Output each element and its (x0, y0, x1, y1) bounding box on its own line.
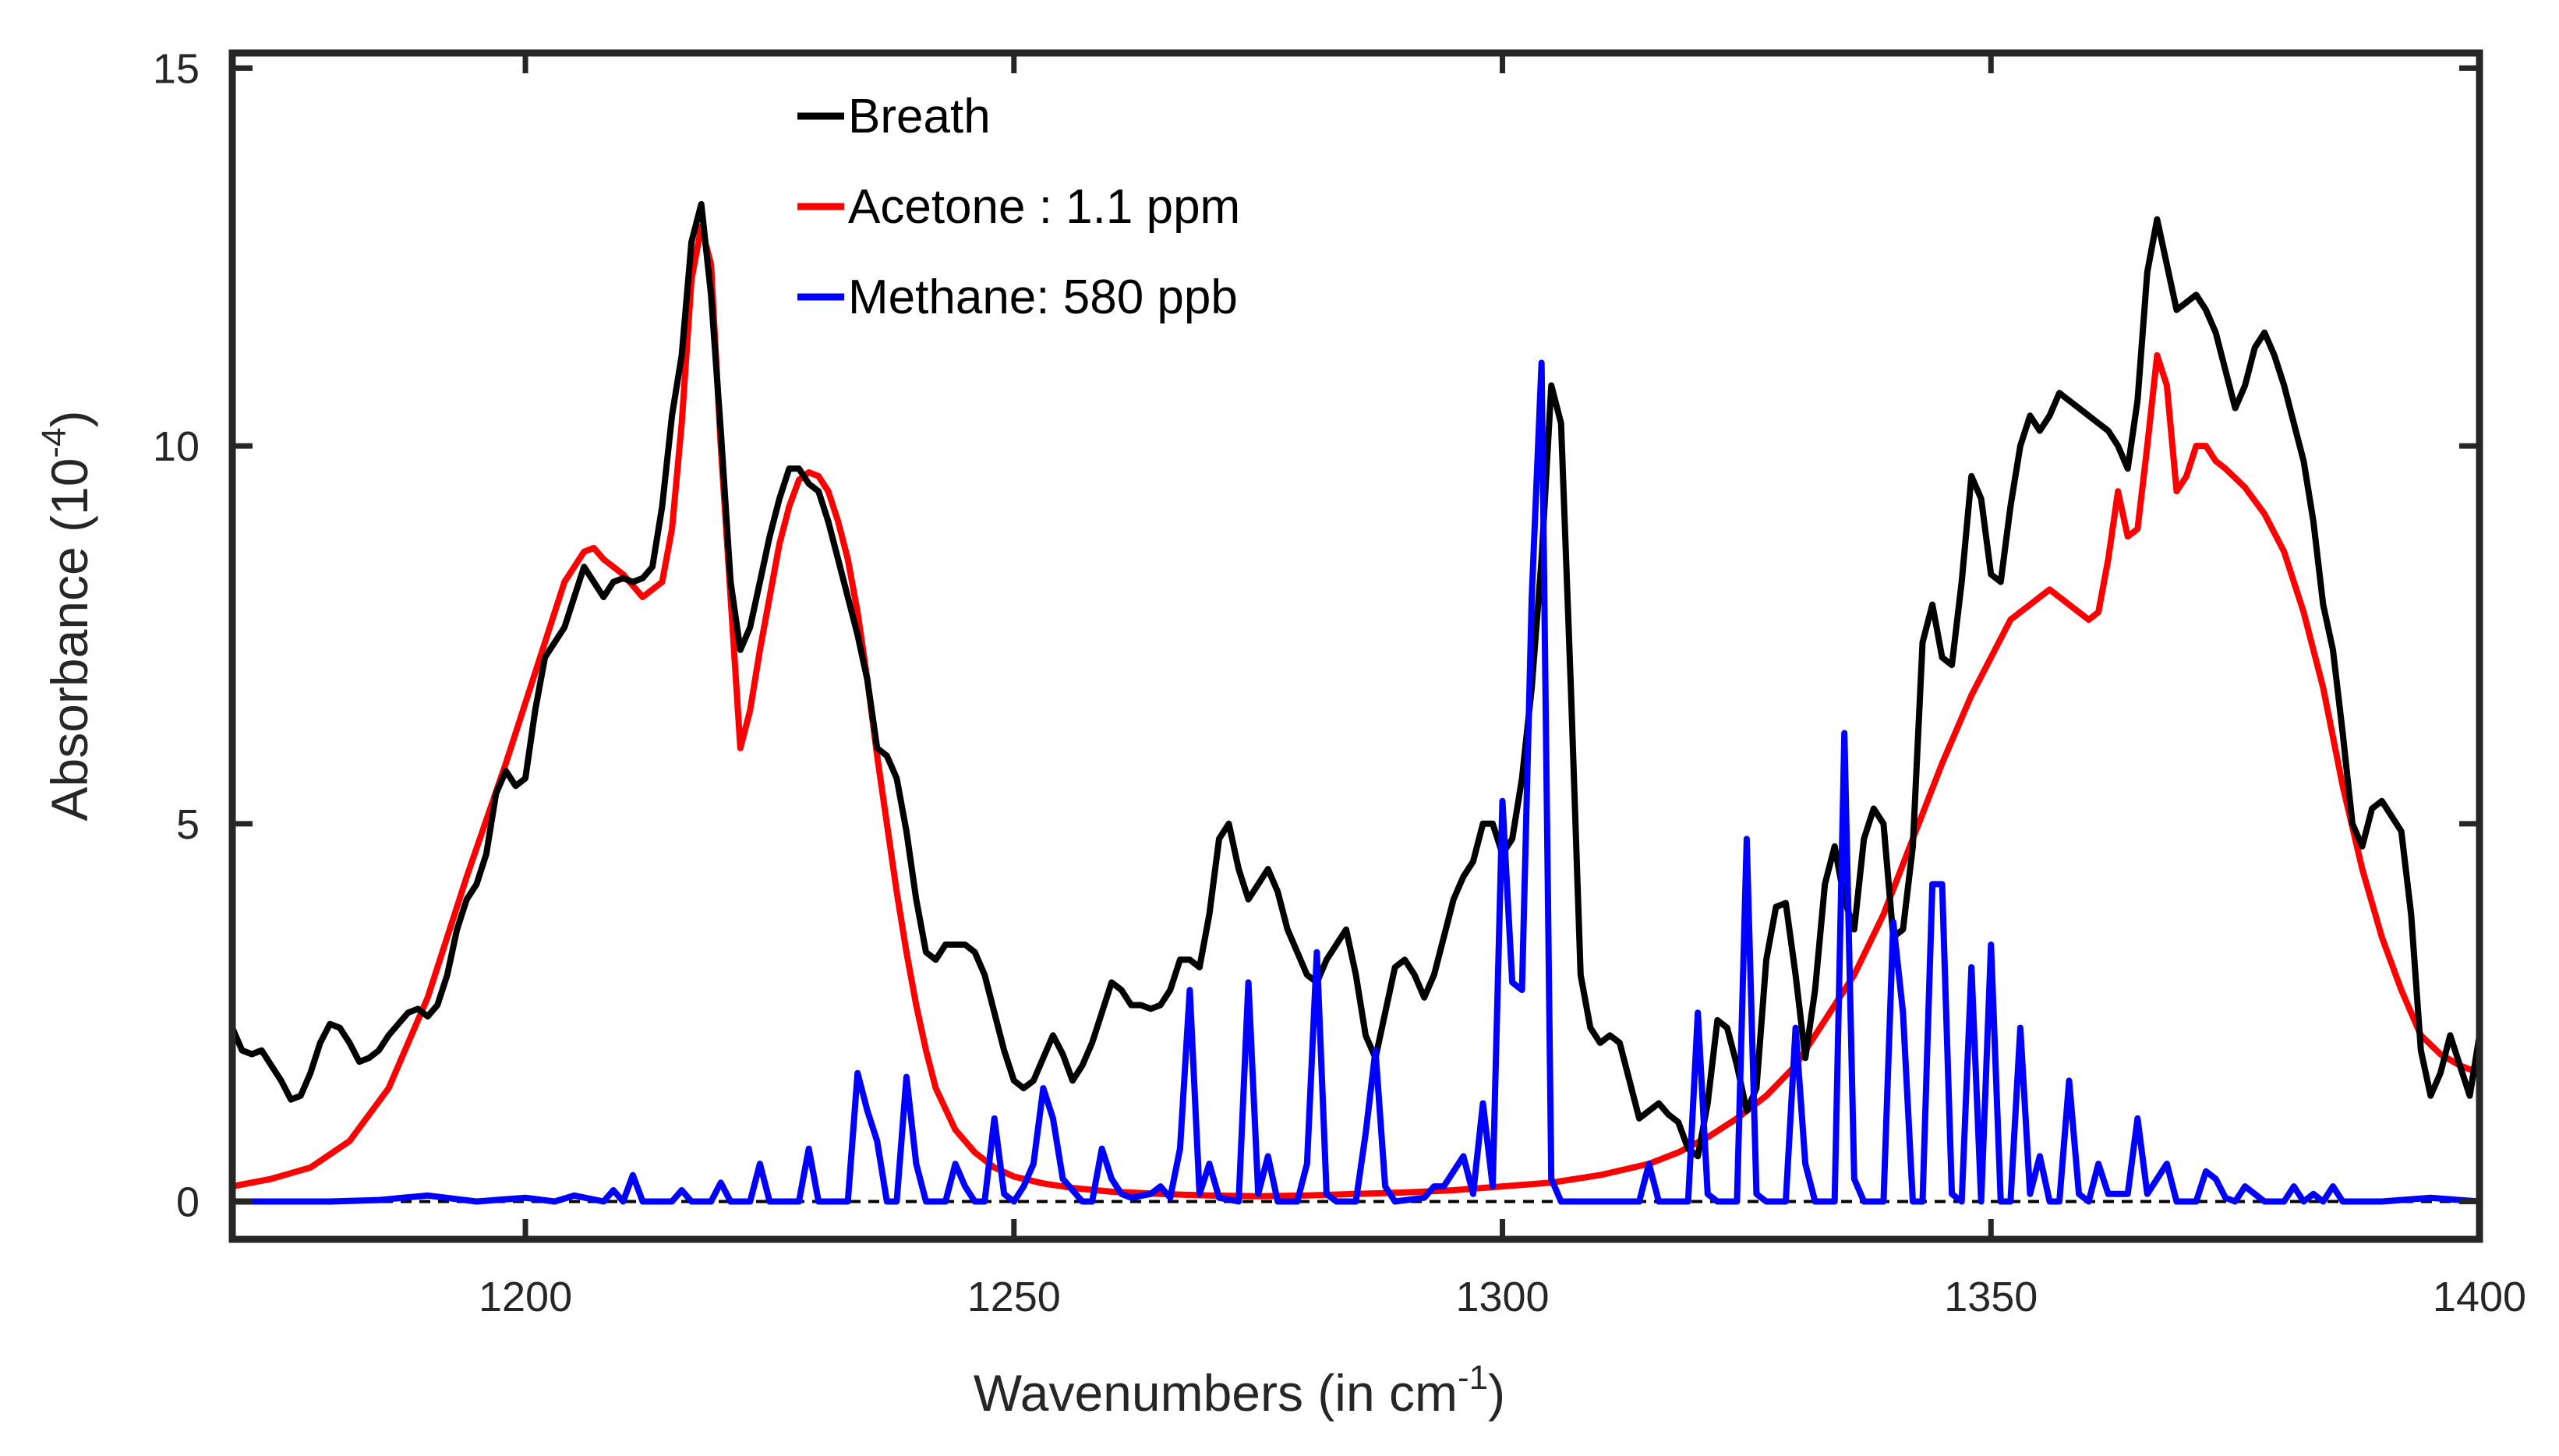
legend-label-acetone: Acetone : 1.1 ppm (848, 180, 1240, 234)
x-tick-label: 1300 (1455, 1274, 1549, 1320)
x-axis-label-main: Wavenumbers (in cm (974, 1364, 1458, 1422)
x-tick-label: 1400 (2433, 1274, 2526, 1320)
ticks-layer: 1200 1250 1300 1350 1400 0 5 10 15 (153, 45, 2526, 1320)
y-axis-label: Absorbance (10-4) (35, 410, 98, 821)
x-axis-label: Wavenumbers (in cm-1) (974, 1359, 1505, 1422)
x-axis-label-superscript: -1 (1458, 1359, 1488, 1397)
breath-line (232, 200, 2479, 1160)
x-tick-label: 1350 (1944, 1274, 2038, 1320)
legend-label-breath: Breath (848, 90, 991, 143)
x-tick-label: 1200 (479, 1274, 572, 1320)
legend-label-methane: Methane: 580 ppb (848, 270, 1238, 324)
y-tick-label: 15 (153, 45, 200, 92)
legend: Breath Acetone : 1.1 ppm Methane: 580 pp… (797, 90, 1240, 324)
y-axis-label-main: Absorbance (10 (41, 458, 98, 822)
y-tick-label: 5 (176, 801, 200, 848)
series-layer (232, 200, 2479, 1205)
y-tick-label: 0 (176, 1179, 200, 1226)
y-axis-label-close: ) (41, 410, 98, 427)
acetone-line (232, 224, 2479, 1200)
x-tick-label: 1250 (967, 1274, 1061, 1320)
y-axis-label-superscript: -4 (35, 427, 73, 458)
x-axis-label-close: ) (1488, 1364, 1505, 1422)
methane-line (232, 359, 2479, 1205)
y-tick-label: 10 (153, 423, 200, 470)
plot-frame (228, 49, 2483, 1243)
